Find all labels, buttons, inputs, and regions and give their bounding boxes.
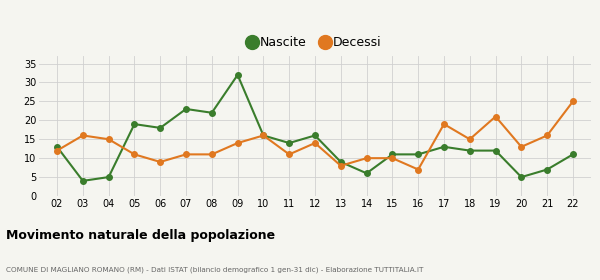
- Legend: Nascite, Decessi: Nascite, Decessi: [244, 31, 386, 54]
- Text: COMUNE DI MAGLIANO ROMANO (RM) - Dati ISTAT (bilancio demografico 1 gen-31 dic) : COMUNE DI MAGLIANO ROMANO (RM) - Dati IS…: [6, 267, 424, 273]
- Text: Movimento naturale della popolazione: Movimento naturale della popolazione: [6, 229, 275, 242]
